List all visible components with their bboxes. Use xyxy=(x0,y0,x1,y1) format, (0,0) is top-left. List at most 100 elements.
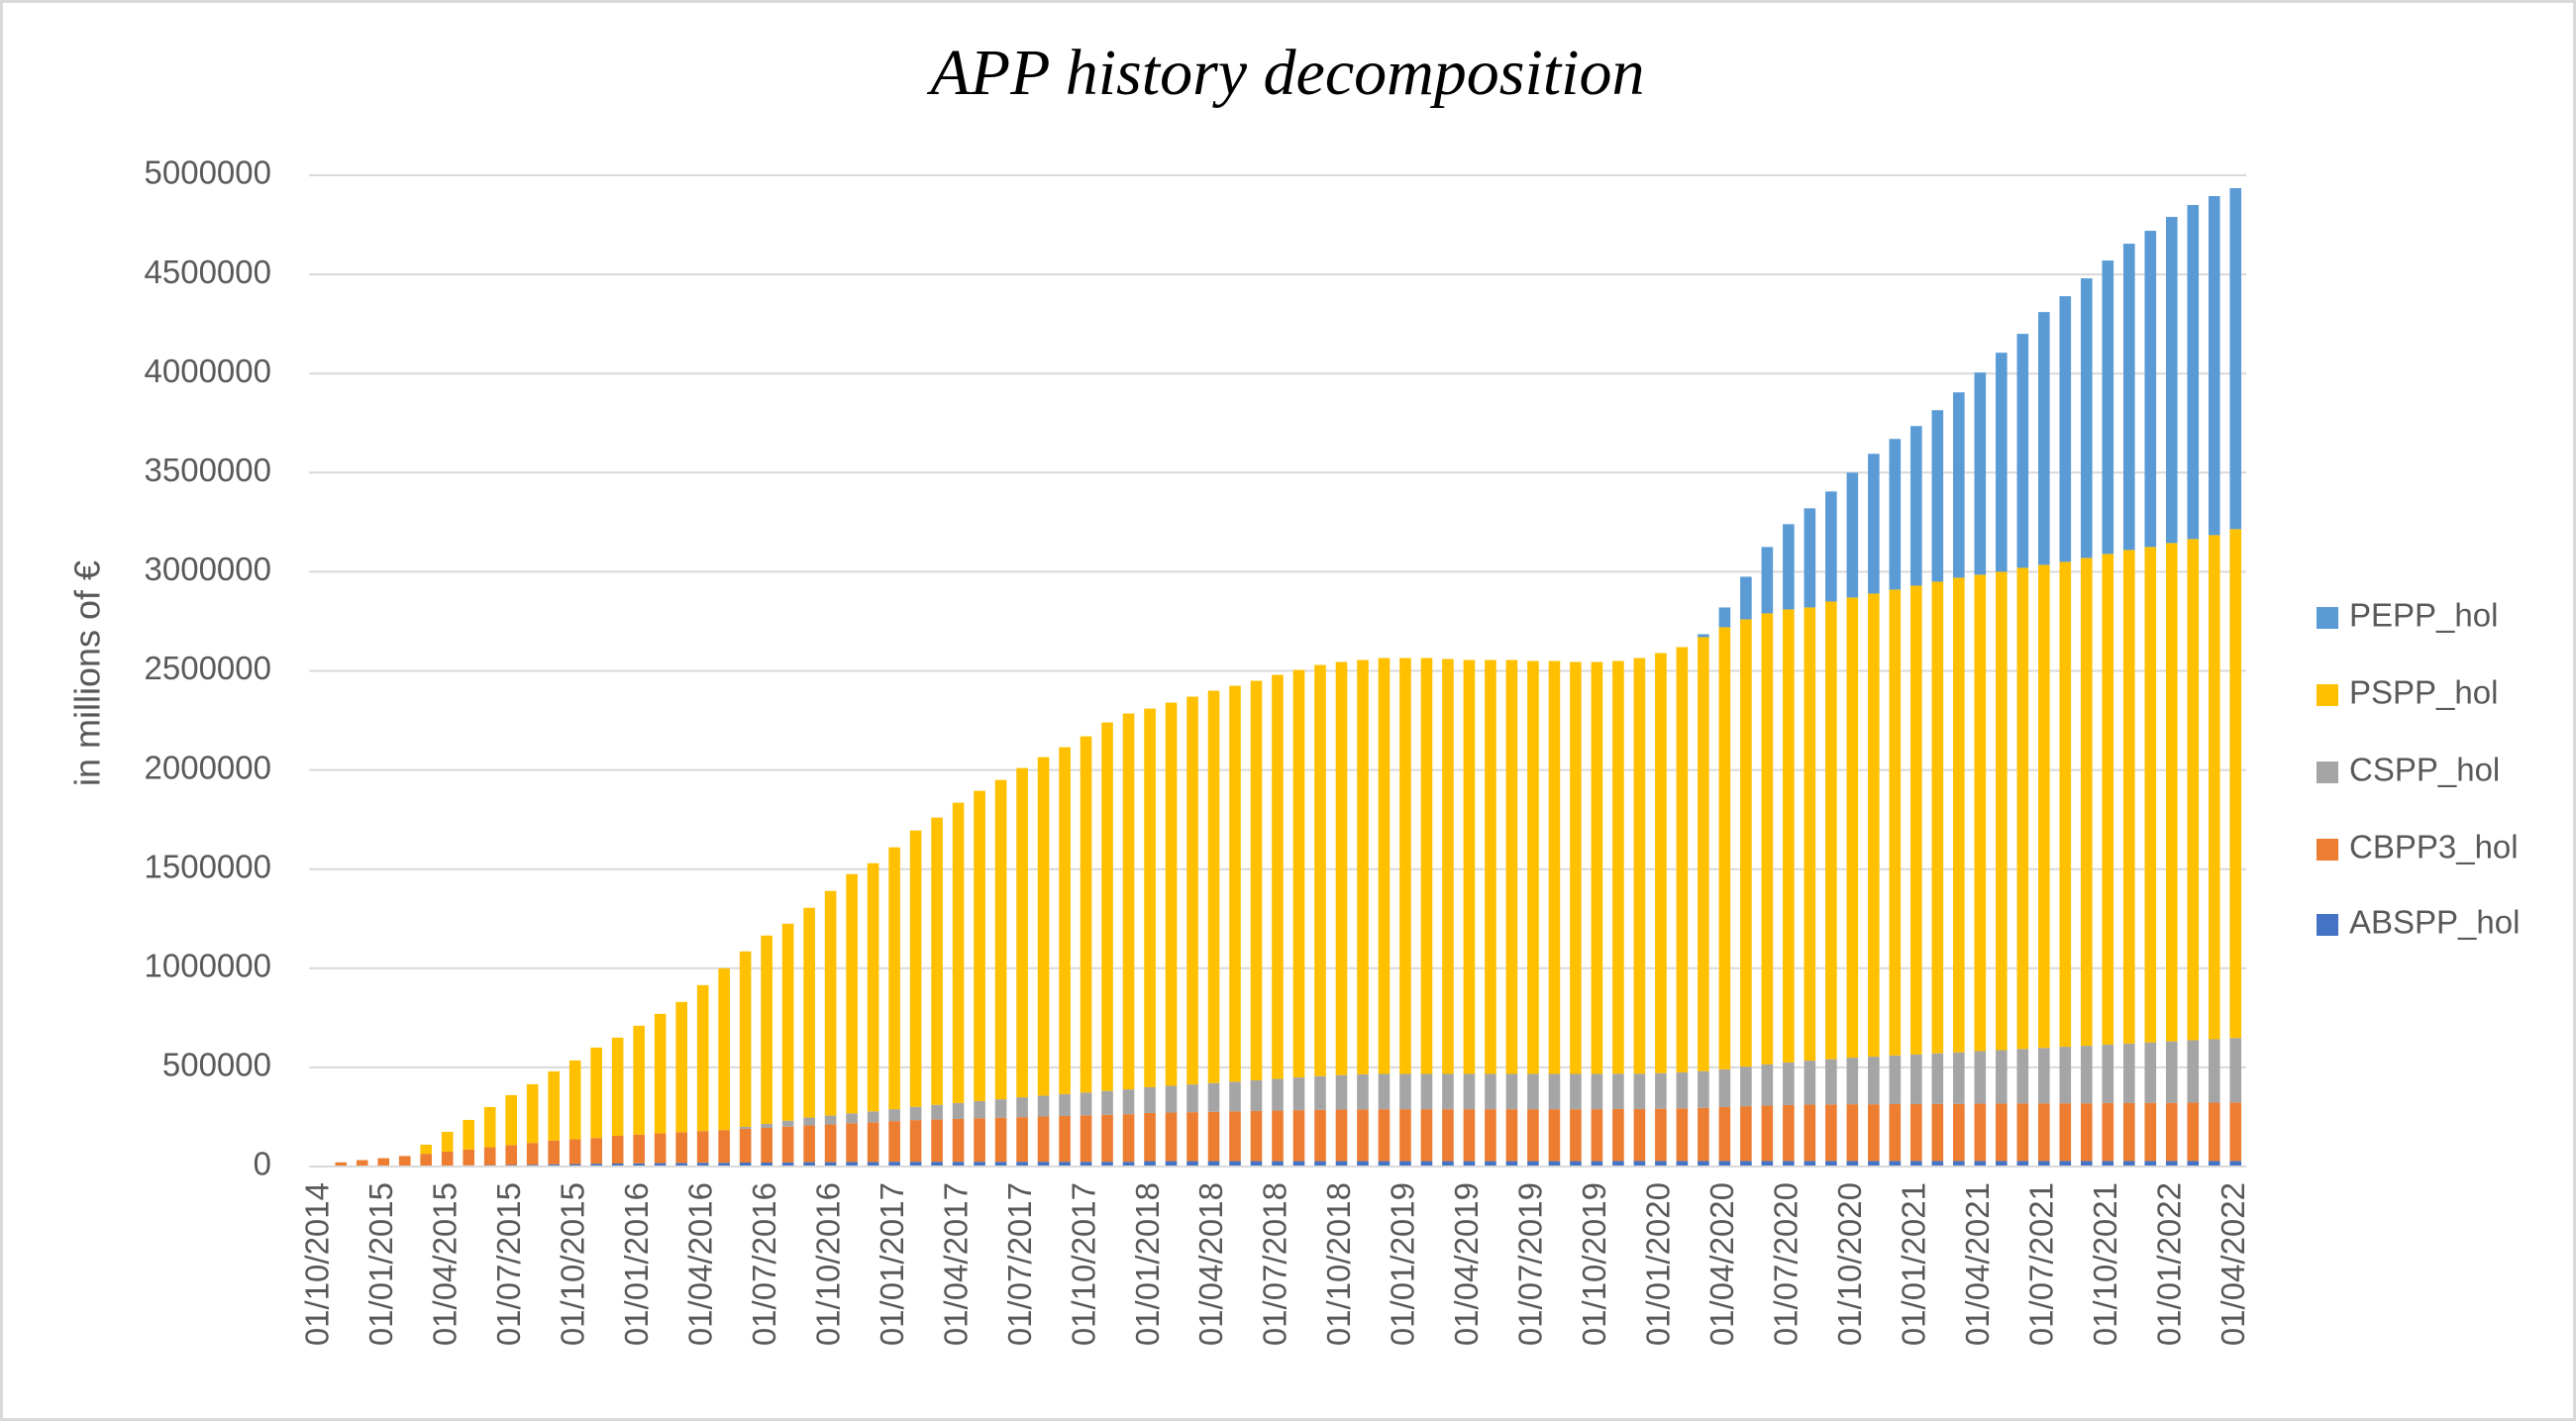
bar-segment xyxy=(1570,661,1582,1074)
legend-swatch xyxy=(2317,761,2338,783)
bar-segment xyxy=(761,935,773,1124)
bar-segment xyxy=(931,1104,943,1120)
bar-segment xyxy=(2165,1102,2178,1162)
bar-segment xyxy=(1059,1093,1071,1116)
y-tick-label: 1500000 xyxy=(145,848,271,884)
bar-segment xyxy=(675,1163,687,1167)
bar-segment xyxy=(1420,1161,1433,1167)
bar-segment xyxy=(568,1139,581,1165)
bar-segment xyxy=(1378,1109,1391,1162)
bar-segment xyxy=(1292,1077,1305,1111)
bar-segment xyxy=(483,1147,496,1166)
bar-segment xyxy=(1676,1161,1689,1167)
x-tick-label: 01/01/2018 xyxy=(1129,1182,1166,1346)
bar-segment xyxy=(1442,659,1454,1074)
bar-segment xyxy=(1889,1161,1902,1167)
bar-segment xyxy=(1399,1161,1411,1167)
bar-segment xyxy=(867,1122,879,1163)
bar-segment xyxy=(2208,1102,2220,1162)
bar-segment xyxy=(1527,1073,1539,1110)
x-tick-label: 01/07/2019 xyxy=(1512,1182,1549,1346)
bar-segment xyxy=(1612,1108,1624,1162)
bar-segment xyxy=(1378,658,1391,1074)
bar-segment xyxy=(2016,567,2029,1050)
bar-segment xyxy=(824,890,837,1116)
y-tick-label: 4500000 xyxy=(145,254,271,290)
bar-segment xyxy=(1591,1109,1603,1162)
bar-segment xyxy=(2187,1102,2200,1162)
bar-segment xyxy=(1527,660,1539,1074)
bar-segment xyxy=(2080,1161,2093,1167)
bar-segment xyxy=(1570,1161,1582,1167)
bar-segment xyxy=(1974,372,1987,575)
bar-segment xyxy=(846,1123,858,1163)
bar-segment xyxy=(1144,1161,1156,1167)
bar-segment xyxy=(1101,1114,1113,1163)
bar-segment xyxy=(909,1106,922,1121)
bar-segment xyxy=(1101,1162,1113,1167)
bar-segment xyxy=(739,1126,752,1129)
bar-segment xyxy=(2208,1161,2220,1167)
bar-segment xyxy=(1718,607,1731,628)
bar-segment xyxy=(1868,454,1880,594)
bar-segment xyxy=(1974,574,1987,1052)
bar-segment xyxy=(1846,1058,1859,1105)
bar-segment xyxy=(1825,1104,1837,1162)
bar-segment xyxy=(654,1133,667,1164)
bar-segment xyxy=(1889,1103,1902,1162)
legend-label: PEPP_hol xyxy=(2349,597,2498,634)
bar-segment xyxy=(888,1121,900,1163)
chart-title: APP history decomposition xyxy=(926,37,1644,109)
bar-segment xyxy=(1314,1109,1326,1162)
bar-segment xyxy=(2229,1102,2242,1162)
bar-segment xyxy=(2187,1161,2200,1167)
bar-segment xyxy=(824,1162,837,1167)
bar-segment xyxy=(994,1099,1007,1118)
bar-segment xyxy=(2016,334,2029,568)
x-tick-label: 01/01/2020 xyxy=(1640,1182,1677,1346)
bar-segment xyxy=(1591,1073,1603,1110)
bar-segment xyxy=(1485,1109,1496,1162)
bar-segment xyxy=(1229,1161,1241,1167)
bar-segment xyxy=(1144,1086,1156,1113)
bar-segment xyxy=(463,1149,475,1166)
bar-segment xyxy=(1953,1161,1965,1167)
bar-segment xyxy=(1803,1161,1816,1167)
bar-segment xyxy=(1889,589,1902,1056)
bar-segment xyxy=(1357,1161,1369,1167)
bar-segment xyxy=(803,1162,815,1167)
bar-segment xyxy=(548,1070,560,1141)
bar-segment xyxy=(1144,1112,1156,1162)
bar-segment xyxy=(1207,1082,1220,1112)
bar-segment xyxy=(1868,1161,1880,1167)
bar-segment xyxy=(1718,1068,1731,1107)
bar-segment xyxy=(1676,1108,1689,1162)
bar-segment xyxy=(1548,660,1561,1074)
bar-segment xyxy=(1505,1109,1518,1162)
x-tick-label: 01/01/2022 xyxy=(2150,1182,2187,1346)
bar-segment xyxy=(1612,660,1624,1074)
x-tick-label: 01/04/2021 xyxy=(1959,1182,1996,1346)
bar-segment xyxy=(2187,205,2200,540)
legend-swatch xyxy=(2317,839,2338,861)
bar-segment xyxy=(1335,1074,1348,1110)
bar-segment xyxy=(974,1100,985,1119)
bar-segment xyxy=(1505,1073,1518,1110)
bar-segment xyxy=(633,1163,645,1167)
y-tick-label: 4000000 xyxy=(145,353,271,389)
bar-segment xyxy=(1016,767,1028,1098)
bar-segment xyxy=(994,779,1007,1100)
bar-segment xyxy=(1698,1161,1709,1167)
bar-segment xyxy=(2037,1103,2050,1162)
bar-segment xyxy=(1910,1054,1922,1104)
bar-segment xyxy=(1122,713,1135,1090)
bar-segment xyxy=(1229,685,1241,1082)
bar-segment xyxy=(1378,1161,1391,1167)
y-tick-label: 3500000 xyxy=(145,452,271,488)
bar-segment xyxy=(1463,1109,1476,1162)
x-tick-label: 01/01/2017 xyxy=(874,1182,910,1346)
legend-swatch xyxy=(2317,914,2338,936)
bar-segment xyxy=(1633,658,1646,1074)
bar-segment xyxy=(2229,1038,2242,1103)
bar-segment xyxy=(1080,1162,1092,1167)
